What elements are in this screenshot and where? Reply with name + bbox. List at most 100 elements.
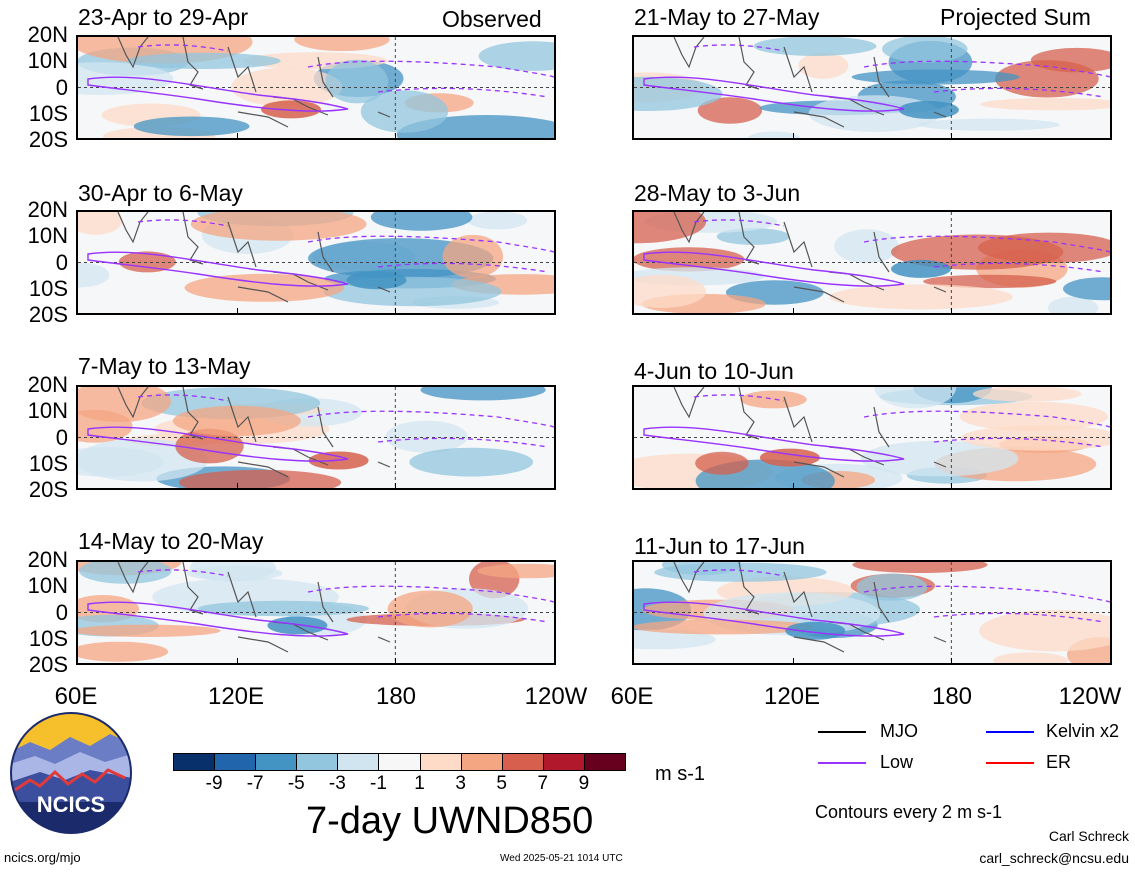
colorbar-label: -1: [370, 773, 387, 794]
wind-anomaly-map: [78, 387, 554, 488]
axis-tick: [395, 308, 397, 313]
contour-note: Contours every 2 m s-1: [815, 802, 1003, 822]
panel-title: 7-May to 13-May: [78, 353, 251, 379]
y-tick-label: 20S: [28, 302, 68, 327]
panel-title: 28-May to 3-Jun: [634, 180, 801, 206]
map-panel: [632, 385, 1112, 490]
y-tick-label: 10S: [28, 100, 68, 126]
plot-variable-title: 7-day UWND850: [306, 800, 594, 842]
y-tick-label: 0: [55, 599, 68, 625]
svg-text:NCICS: NCICS: [37, 792, 105, 817]
y-tick-label: 10N: [27, 48, 68, 74]
colorbar-swatch: [255, 753, 298, 771]
map-panel: [76, 210, 556, 315]
legend-kelvin-label: Kelvin x2: [1046, 721, 1120, 741]
footer-url: ncics.org/mjo: [4, 850, 81, 865]
axis-tick: [792, 658, 794, 663]
y-tick-label: 10N: [27, 223, 68, 249]
legend-mjo-line: [818, 731, 866, 733]
map-panel: [632, 210, 1112, 315]
wind-anomaly-map: [634, 212, 1110, 313]
x-tick-label: 60E: [54, 683, 98, 710]
map-panel: [632, 560, 1112, 665]
wind-anomaly-map: [634, 562, 1110, 663]
legend-er-line: [986, 762, 1034, 764]
panel-title: 4-Jun to 10-Jun: [634, 358, 794, 384]
panel-title: 21-May to 27-May: [634, 4, 820, 30]
colorbar-label: -5: [287, 773, 305, 794]
y-tick-label: 20S: [28, 477, 68, 502]
axis-tick: [236, 658, 238, 663]
axis-tick: [395, 133, 397, 138]
x-tick-label: 120W: [1058, 683, 1122, 710]
y-tick-label: 20N: [27, 547, 68, 572]
colorbar-swatch: [214, 753, 257, 771]
axis-tick: [792, 308, 794, 313]
colorbar-swatch: [173, 753, 216, 771]
colorbar-label: -7: [246, 773, 264, 794]
y-tick-label: 0: [55, 249, 68, 275]
x-tick-label: 120W: [524, 683, 588, 710]
y-tick-label: 10S: [28, 450, 68, 476]
legend-low-label: Low: [880, 752, 914, 772]
axis-tick: [236, 133, 238, 138]
wind-anomaly-map: [78, 562, 554, 663]
y-tick-label: 20N: [27, 197, 68, 222]
legend-kelvin-line: [986, 731, 1034, 733]
projected-label: Projected Sum: [940, 4, 1091, 30]
legend-low-line: [818, 762, 866, 764]
colorbar-label: 9: [578, 773, 590, 794]
y-tick-label: 0: [55, 424, 68, 450]
footer-timestamp: Wed 2025-05-21 1014 UTC: [500, 853, 623, 864]
colorbar-swatch: [542, 753, 585, 771]
colorbar-swatch: [460, 753, 503, 771]
y-tick-label: 0: [55, 74, 68, 100]
y-tick-label: 10S: [28, 275, 68, 301]
colorbar-label: 5: [496, 773, 507, 794]
legend-mjo-label: MJO: [880, 721, 918, 741]
axis-tick: [395, 658, 397, 663]
panel-title: 30-Apr to 6-May: [78, 180, 243, 206]
axis-tick: [792, 133, 794, 138]
observed-label: Observed: [442, 6, 542, 32]
y-tick-label: 20S: [28, 127, 68, 152]
y-tick-label: 10N: [27, 398, 68, 424]
footer-email: carl_schreck@ncsu.edu: [979, 850, 1129, 866]
wind-anomaly-map: [634, 387, 1110, 488]
colorbar-units: m s-1: [655, 763, 705, 785]
axis-tick: [236, 483, 238, 488]
map-panel: [76, 560, 556, 665]
axis-tick: [792, 483, 794, 488]
axis-tick: [951, 483, 953, 488]
x-tick-label: 180: [931, 683, 973, 710]
wind-anomaly-map: [78, 37, 554, 138]
axis-tick: [951, 658, 953, 663]
colorbar: [173, 753, 626, 771]
map-panel: [632, 35, 1112, 140]
x-tick-label: 120E: [763, 683, 821, 710]
colorbar-label: 3: [455, 773, 466, 794]
colorbar-label: -9: [205, 773, 223, 794]
y-tick-label: 20N: [27, 22, 68, 47]
panel-title: 14-May to 20-May: [78, 528, 264, 554]
colorbar-label: 7: [537, 773, 549, 794]
footer-author: Carl Schreck: [1048, 828, 1129, 844]
colorbar-swatch: [501, 753, 544, 771]
colorbar-swatch: [583, 753, 626, 771]
colorbar-swatch: [296, 753, 339, 771]
x-tick-label: 180: [375, 683, 417, 710]
axis-tick: [236, 308, 238, 313]
panel-title: 23-Apr to 29-Apr: [78, 4, 249, 30]
map-panel: [76, 35, 556, 140]
map-panel: [76, 385, 556, 490]
legend-er-label: ER: [1046, 752, 1072, 772]
colorbar-label: 1: [414, 773, 425, 794]
ncics-logo: NCICS: [10, 712, 132, 834]
y-tick-label: 20N: [27, 372, 68, 397]
x-tick-label: 120E: [207, 683, 265, 710]
panel-title: 11-Jun to 17-Jun: [634, 533, 805, 559]
axis-tick: [951, 308, 953, 313]
wind-anomaly-map: [634, 37, 1110, 138]
colorbar-swatch: [419, 753, 462, 771]
colorbar-label: -3: [328, 773, 346, 794]
